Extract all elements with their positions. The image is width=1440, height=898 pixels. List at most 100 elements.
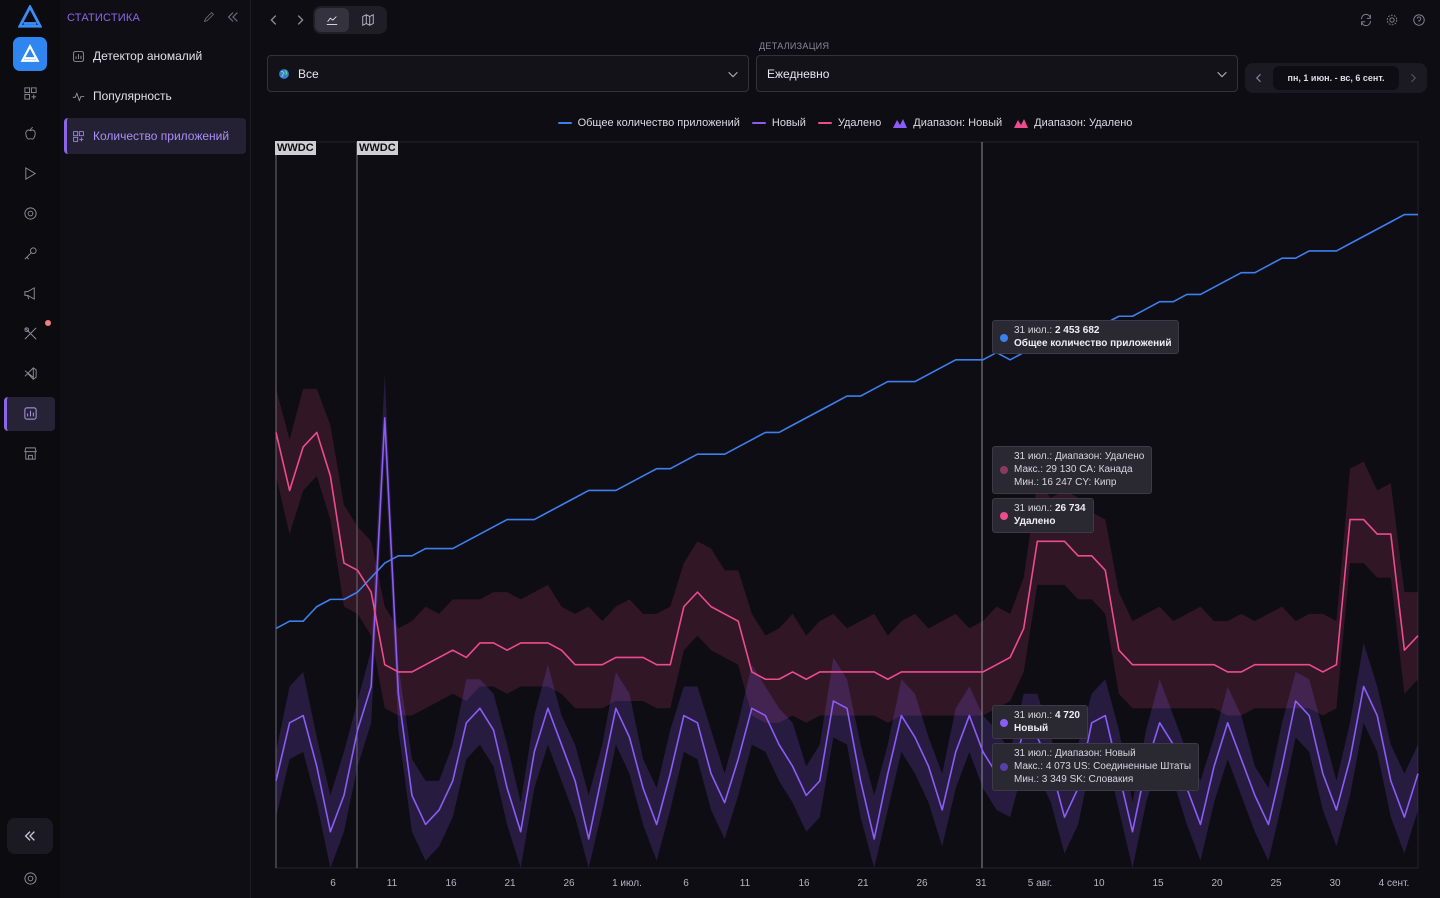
detail-select[interactable]: Ежедневно: [756, 55, 1238, 92]
statistics-sidebar: Статистика Детектор аномалий Популярност…: [60, 0, 251, 898]
legend-item-range-new[interactable]: Диапазон: Новый: [893, 117, 1002, 129]
pulse-icon: [72, 91, 85, 102]
range-removed-band: [276, 388, 1418, 723]
x-tick-label: 16: [798, 878, 810, 889]
x-tick-label: 15: [1152, 878, 1164, 889]
region-select-value: Все: [298, 66, 319, 81]
statistics-icon[interactable]: [18, 401, 42, 425]
x-tick-label: 21: [504, 878, 516, 889]
x-tick-label: 16: [445, 878, 457, 889]
date-range-value[interactable]: пн, 1 июн. - вс, 6 сент.: [1273, 66, 1399, 90]
sidebar-item-app-count[interactable]: Количество приложений: [64, 118, 246, 154]
x-tick-label: 31: [975, 878, 987, 889]
x-tick-label: 11: [387, 878, 398, 889]
legend-label: Удалено: [837, 117, 882, 129]
series-line-2: [275, 431, 1419, 681]
chart-box-icon: [73, 50, 84, 62]
legend-swatch: [817, 122, 832, 124]
legend-item-new[interactable]: Новый: [751, 117, 806, 129]
back-button[interactable]: [262, 8, 286, 32]
app-avatar-icon[interactable]: [13, 37, 47, 71]
help-icon[interactable]: [1407, 8, 1431, 32]
legend-label: Новый: [771, 117, 806, 129]
x-tick-label: 1 июл.: [612, 878, 642, 889]
rail-active-indicator: [4, 397, 55, 431]
event-marker-wwdc[interactable]: WWDC: [275, 141, 316, 155]
icon-rail: [0, 0, 61, 898]
collapse-rail-button[interactable]: [7, 818, 53, 854]
tooltip-total: 31 июл.: 2 453 682 Общее количество прил…: [992, 320, 1180, 354]
store-icon[interactable]: [18, 441, 42, 465]
legend-item-range-removed[interactable]: Диапазон: Удалено: [1014, 117, 1132, 129]
x-tick-label: 30: [1329, 878, 1341, 889]
series-line-0: [275, 213, 1418, 630]
next-range-button[interactable]: [1407, 72, 1419, 84]
target-icon[interactable]: [18, 201, 42, 225]
tooltip-line: Макс.: 29 130 CA: Канада: [1014, 464, 1133, 475]
tooltip-label: Удалено: [1014, 516, 1056, 527]
tooltip-dot: [1000, 719, 1008, 727]
vscode-icon[interactable]: [18, 361, 42, 385]
legend-item-total[interactable]: Общее количество приложений: [557, 117, 740, 129]
range-mountain-icon: [893, 119, 908, 128]
tooltip-value: 4 720: [1054, 710, 1080, 721]
globe-icon: [279, 68, 289, 79]
tooltip-line: Макс.: 4 073 US: Соединенные Штаты: [1014, 761, 1192, 772]
grid-icon[interactable]: [18, 81, 42, 105]
x-tick-label: 6: [683, 878, 689, 889]
prev-range-button[interactable]: [1253, 72, 1265, 84]
edit-icon[interactable]: [202, 10, 216, 24]
tooltip-dot: [1000, 512, 1008, 520]
sidebar-title: Статистика: [67, 12, 140, 24]
x-tick-label: 26: [563, 878, 575, 889]
x-tick-label: 21: [857, 878, 869, 889]
chevron-down-icon: [1217, 71, 1227, 78]
map-icon: [362, 14, 374, 26]
key-icon[interactable]: [18, 241, 42, 265]
tooltip-line: 31 июл.: Диапазон: Удалено: [1014, 451, 1145, 462]
megaphone-icon[interactable]: [18, 281, 42, 305]
x-tick-label: 25: [1270, 878, 1282, 889]
forward-button[interactable]: [288, 8, 312, 32]
range-mountain-icon: [1014, 119, 1029, 128]
tooltip-dot: [1000, 466, 1008, 474]
sidebar-item-label: Детектор аномалий: [93, 49, 203, 63]
play-store-icon[interactable]: [18, 161, 42, 185]
collapse-sidebar-icon[interactable]: [226, 10, 240, 24]
tools-icon[interactable]: [18, 321, 42, 345]
tooltip-value: 2 453 682: [1054, 325, 1100, 336]
tooltip-label: Общее количество приложений: [1014, 338, 1172, 349]
legend-swatch: [557, 122, 572, 124]
x-tick-label: 11: [740, 878, 751, 889]
region-select[interactable]: Все: [267, 55, 749, 92]
map-view-button[interactable]: [351, 8, 385, 32]
sidebar-item-popularity[interactable]: Популярность: [64, 78, 246, 114]
chart-view-button[interactable]: [315, 8, 349, 32]
apple-icon[interactable]: [18, 121, 42, 145]
tooltip-new-range: 31 июл.: Диапазон: Новый Макс.: 4 073 US…: [992, 743, 1200, 791]
logo-icon[interactable]: [17, 4, 43, 30]
tooltip-date: 31 июл.:: [1014, 503, 1053, 514]
tooltip-value: 26 734: [1054, 503, 1086, 514]
tooltip-date: 31 июл.:: [1014, 710, 1053, 721]
view-toggle: [313, 6, 387, 34]
sidebar-item-anomaly-detector[interactable]: Детектор аномалий: [64, 38, 246, 74]
chart-legend: Общее количество приложений Новый Удален…: [250, 115, 1440, 131]
refresh-icon[interactable]: [1354, 8, 1378, 32]
x-tick-label: 20: [1211, 878, 1223, 889]
settings-icon[interactable]: [1380, 8, 1404, 32]
support-icon[interactable]: [18, 866, 42, 890]
event-marker-wwdc[interactable]: WWDC: [357, 141, 398, 155]
date-range-picker: пн, 1 июн. - вс, 6 сент.: [1245, 63, 1427, 93]
grid-plus-icon: [73, 130, 84, 142]
legend-item-removed[interactable]: Удалено: [817, 117, 882, 129]
sidebar-item-label: Популярность: [93, 89, 172, 103]
tooltip-label: Новый: [1014, 723, 1049, 734]
legend-label: Диапазон: Новый: [913, 117, 1003, 129]
tooltip-dot: [1000, 334, 1008, 342]
detail-select-value: Ежедневно: [767, 66, 830, 81]
tooltip-new: 31 июл.: 4 720 Новый: [992, 705, 1088, 739]
x-tick-label: 6: [330, 878, 336, 889]
tooltip-line: Мин.: 3 349 SK: Словакия: [1014, 774, 1134, 785]
